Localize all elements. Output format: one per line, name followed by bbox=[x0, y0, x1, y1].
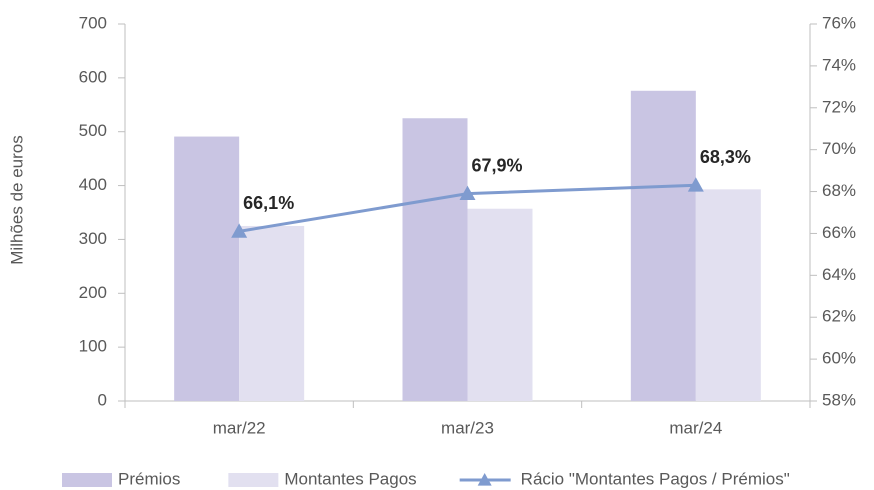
legend-label: Montantes Pagos bbox=[284, 469, 416, 488]
y-tick-label: 300 bbox=[79, 229, 107, 248]
line-marker bbox=[687, 177, 704, 192]
data-label: 68,3% bbox=[700, 147, 751, 167]
bar bbox=[467, 208, 533, 401]
legend-swatch bbox=[62, 473, 112, 487]
y2-tick-label: 72% bbox=[822, 97, 856, 116]
y2-tick-label: 64% bbox=[822, 265, 856, 284]
line-marker bbox=[459, 185, 476, 201]
legend-label: Prémios bbox=[118, 469, 180, 488]
y-axis-label: Milhões de euros bbox=[7, 135, 26, 264]
bar bbox=[239, 225, 305, 401]
y-tick-label: 100 bbox=[79, 337, 107, 356]
bar bbox=[402, 118, 468, 401]
y2-tick-label: 74% bbox=[822, 55, 856, 74]
legend-label: Rácio "Montantes Pagos / Prémios" bbox=[521, 469, 790, 488]
y2-tick-label: 62% bbox=[822, 307, 856, 326]
y-tick-label: 700 bbox=[79, 13, 107, 32]
y2-tick-label: 76% bbox=[822, 13, 856, 32]
y-tick-label: 600 bbox=[79, 67, 107, 86]
x-tick-label: mar/24 bbox=[669, 418, 722, 437]
data-label: 66,1% bbox=[243, 193, 294, 213]
y2-tick-label: 68% bbox=[822, 181, 856, 200]
x-tick-label: mar/22 bbox=[213, 418, 266, 437]
line-marker bbox=[231, 223, 248, 238]
y-tick-label: 0 bbox=[98, 390, 107, 409]
legend-swatch bbox=[228, 473, 279, 487]
x-tick-label: mar/23 bbox=[441, 418, 494, 437]
legend-swatch bbox=[477, 473, 492, 486]
y2-tick-label: 60% bbox=[822, 349, 856, 368]
bar bbox=[695, 189, 761, 401]
y2-tick-label: 66% bbox=[822, 223, 856, 242]
y2-tick-label: 58% bbox=[822, 390, 856, 409]
bar bbox=[174, 136, 240, 401]
y2-tick-label: 70% bbox=[822, 139, 856, 158]
data-label: 67,9% bbox=[472, 155, 523, 175]
y-tick-label: 400 bbox=[79, 175, 107, 194]
y-tick-label: 500 bbox=[79, 121, 107, 140]
y-tick-label: 200 bbox=[79, 283, 107, 302]
bar bbox=[630, 90, 696, 401]
